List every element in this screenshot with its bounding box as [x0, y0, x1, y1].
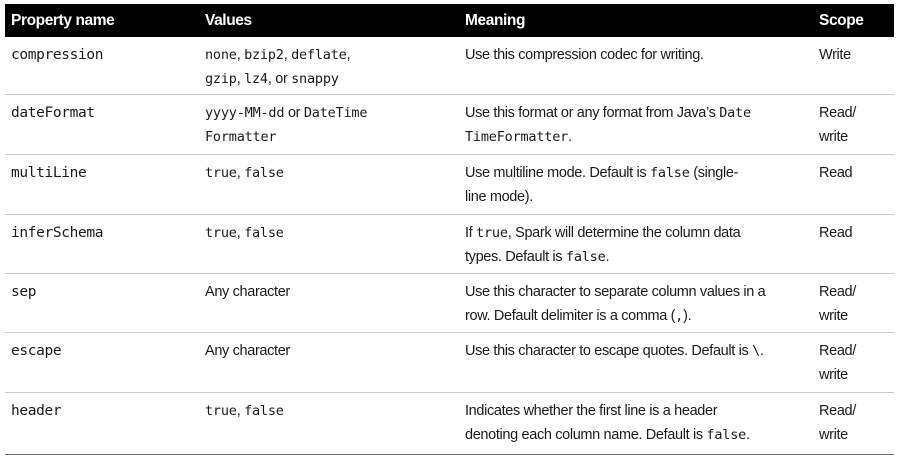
meaning-cell: If true, Spark will determine the column… [459, 215, 816, 273]
header-scope: Scope [819, 11, 864, 29]
cell-text: , [236, 47, 245, 63]
code-text: true [205, 165, 237, 181]
cell-text: , [236, 225, 245, 241]
code-text: false [244, 165, 284, 181]
code-text: bzip2 [244, 47, 284, 63]
cell-text: (single- [689, 165, 739, 181]
scope-cell: Write [819, 47, 851, 63]
table-row: multiLine true, false Use multiline mode… [5, 155, 894, 215]
scope-cell: Read [819, 165, 853, 181]
header-meaning: Meaning [465, 11, 526, 29]
code-text: yyyy-MM-dd [205, 105, 285, 121]
cell-text: or [284, 105, 304, 121]
code-text: false [565, 249, 606, 265]
values-cell: true, false [199, 215, 459, 273]
values-cell: none, bzip2, deflate, gzip, lz4, or snapp… [199, 37, 459, 94]
scope-cell: Read/write [819, 343, 856, 383]
property-cell: multiLine [11, 165, 87, 181]
meaning-cell: Use this character to separate column va… [459, 274, 816, 332]
cell-text: . [746, 427, 750, 443]
code-text: false [244, 225, 284, 241]
cell-text: Use this character to escape quotes. Def… [465, 343, 753, 359]
code-text: gzip [205, 71, 237, 87]
options-table: Property name Values Meaning Scope compr… [5, 4, 894, 455]
cell-text: Use multiline mode. Default is [465, 165, 650, 181]
property-cell: sep [11, 284, 37, 300]
header-values: Values [205, 11, 252, 29]
cell-text: Use this character to separate column va… [465, 284, 766, 300]
values-cell: Any character [199, 274, 459, 332]
code-text: true [205, 225, 237, 241]
cell-text: ). [683, 308, 692, 324]
code-text: , [675, 308, 684, 324]
cell-text: , [283, 47, 292, 63]
code-text: \ [752, 343, 760, 359]
property-cell: header [11, 403, 62, 419]
table-row: inferSchema true, false If true, Spark w… [5, 215, 894, 274]
code-text: false [706, 427, 747, 443]
table-row: header true, false Indicates whether the… [5, 393, 894, 455]
scope-cell: Read/write [819, 403, 856, 443]
values-cell: true, false [199, 155, 459, 214]
scope-cell: Read/write [819, 284, 856, 324]
code-text: deflate [291, 47, 347, 63]
scope-cell: Read [819, 225, 853, 241]
table-row: compression none, bzip2, deflate, gzip, l… [5, 37, 894, 95]
values-cell: Any character [199, 333, 459, 392]
code-text: none [205, 47, 237, 63]
property-cell: escape [11, 343, 62, 359]
code-text: TimeFormatter [465, 129, 569, 145]
cell-text: Use this compression codec for writing. [465, 47, 704, 63]
cell-text: . [568, 129, 572, 145]
cell-text: types. Default is [465, 249, 566, 265]
scope-cell: Read/write [819, 105, 856, 145]
code-text: false [244, 403, 284, 419]
cell-text: Any character [205, 284, 290, 300]
cell-text: , [236, 403, 245, 419]
code-text: true [476, 225, 508, 241]
code-text: lz4 [244, 71, 268, 87]
code-text: DateTime [303, 105, 368, 121]
meaning-cell: Use this compression codec for writing. [459, 37, 816, 94]
code-text: Formatter [205, 129, 277, 145]
cell-text: line mode). [465, 189, 533, 205]
values-cell: true, false [199, 393, 459, 454]
values-cell: yyyy-MM-dd or DateTime Formatter [199, 95, 459, 154]
header-property-name: Property name [11, 11, 115, 29]
cell-text: If [465, 225, 477, 241]
code-text: false [649, 165, 690, 181]
code-text: true [205, 403, 237, 419]
meaning-cell: Use this character to escape quotes. Def… [459, 333, 816, 392]
cell-text: row. Default delimiter is a comma ( [465, 308, 676, 324]
cell-text: , Spark will determine the column data [507, 225, 741, 241]
meaning-cell: Indicates whether the first line is a he… [459, 393, 816, 454]
property-cell: inferSchema [11, 225, 104, 241]
cell-text: Use this format or any format from Java’… [465, 105, 720, 121]
table-row: escape Any character Use this character … [5, 333, 894, 393]
cell-text: , or [267, 71, 292, 87]
table-row: sep Any character Use this character to … [5, 274, 894, 333]
cell-text: , [236, 71, 245, 87]
property-cell: compression [11, 47, 104, 63]
cell-text: . [760, 343, 764, 359]
meaning-cell: Use this format or any format from Java’… [459, 95, 816, 154]
code-text: Date [719, 105, 751, 121]
cell-text: denoting each column name. Default is [465, 427, 707, 443]
table-header: Property name Values Meaning Scope [5, 4, 894, 37]
table-row: dateFormat yyyy-MM-dd or DateTime Formatt… [5, 95, 894, 155]
cell-text: Any character [205, 343, 290, 359]
meaning-cell: Use multiline mode. Default is false (si… [459, 155, 816, 214]
property-cell: dateFormat [11, 105, 95, 121]
cell-text: , [236, 165, 245, 181]
cell-text: , [346, 47, 351, 63]
cell-text: Indicates whether the first line is a he… [465, 403, 718, 419]
cell-text: . [605, 249, 610, 265]
code-text: snappy [291, 71, 339, 87]
